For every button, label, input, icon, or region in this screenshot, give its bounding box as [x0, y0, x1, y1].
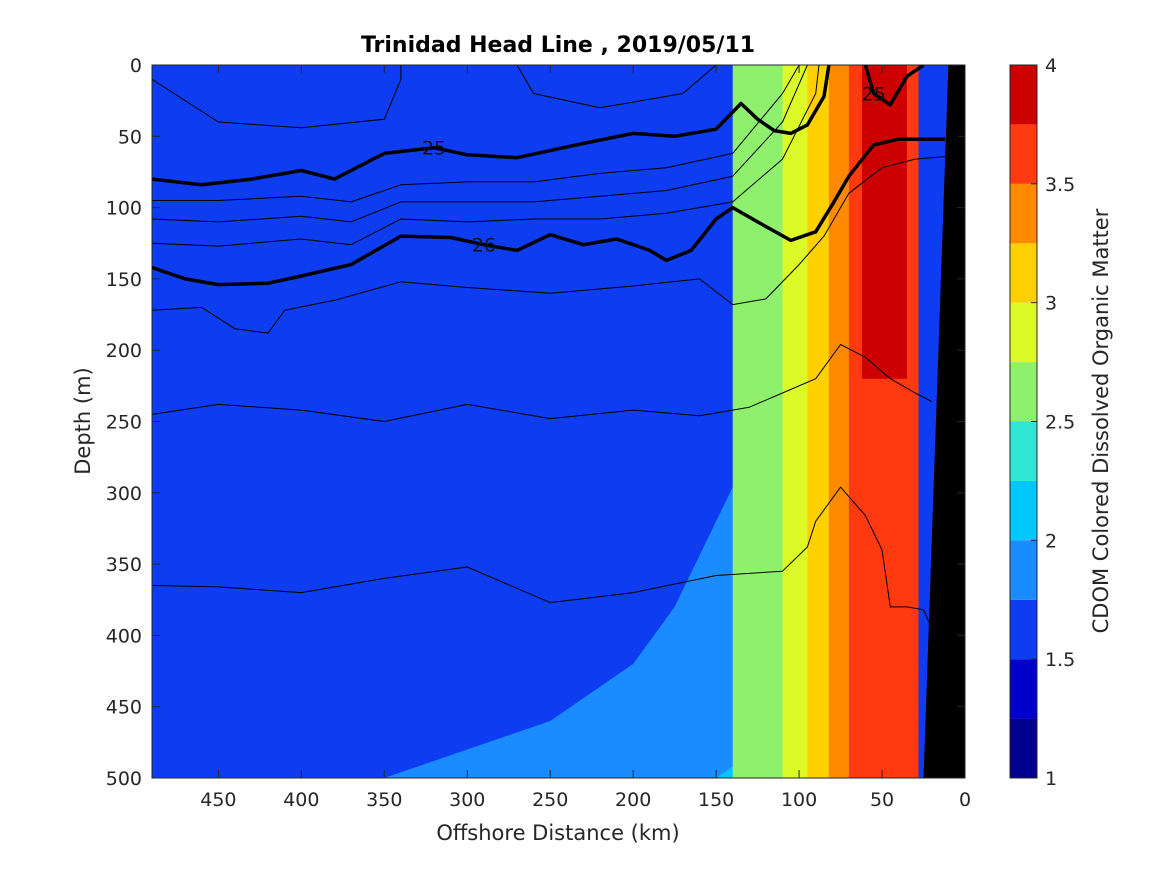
x-tick-label: 350	[366, 789, 402, 811]
y-tick-label: 0	[130, 55, 142, 77]
y-tick-label: 50	[118, 126, 142, 148]
isopycnal-thin-3	[152, 65, 402, 129]
colorbar-tick-label: 1	[1045, 768, 1057, 790]
colorbar-swatch	[1010, 65, 1037, 125]
colorbar-swatch	[1010, 421, 1037, 481]
colorbar-tick-label: 4	[1045, 55, 1057, 77]
colorbar-swatch	[1010, 124, 1037, 184]
cdom-nearshore-band-2	[807, 65, 833, 778]
x-tick-label: 450	[200, 789, 236, 811]
isopycnal-thin-6	[152, 65, 808, 223]
density-contours	[152, 65, 949, 629]
colorbar-swatch	[1010, 243, 1037, 303]
colorbar-tick-label: 2	[1045, 530, 1057, 552]
x-axis-ticks: 450 400 350 300 250 200 150 100 50 0	[200, 65, 971, 811]
isopycnal-bold-2	[152, 137, 946, 287]
bathymetry-mask	[923, 65, 965, 778]
isopycnal-thin-10	[152, 486, 933, 629]
colorbar-tick-label: 2.5	[1045, 412, 1075, 434]
cdom-core-band	[862, 65, 907, 379]
colorbar-label: CDOM Colored Dissolved Organic Matter	[1089, 208, 1113, 633]
colorbar-swatch	[1010, 362, 1037, 422]
colorbar: 1 1.5 2 2.5 3 3.5 4	[1009, 55, 1075, 790]
isopycnal-thin-7	[152, 65, 820, 247]
colorbar-swatch	[1010, 183, 1037, 244]
isopycnal-thin-9	[152, 344, 933, 422]
contour-labels: 25 25 26	[422, 84, 886, 257]
y-tick-label: 200	[106, 340, 142, 362]
x-tick-label: 300	[449, 789, 485, 811]
colorbar-swatch	[1010, 480, 1037, 541]
contour-label-2: 26	[472, 235, 496, 257]
cdom-nearshore-band-3	[828, 65, 853, 778]
x-tick-label: 400	[283, 789, 319, 811]
y-tick-label: 450	[106, 697, 142, 719]
x-tick-label: 200	[615, 789, 651, 811]
colorbar-tick-label: 3	[1045, 293, 1057, 315]
cdom-band-1	[152, 278, 824, 778]
isopycnal-thin-5	[152, 65, 800, 203]
isopycnal-bold-1	[863, 65, 925, 107]
y-tick-label: 350	[106, 554, 142, 576]
seafloor	[923, 65, 965, 778]
colorbar-swatch	[1010, 599, 1037, 660]
plot-area	[152, 65, 965, 778]
contour-label-1: 25	[862, 84, 886, 106]
isopycnal-bold-0	[152, 65, 831, 187]
isopycnal-thin-8	[152, 155, 949, 334]
y-axis-ticks: 0 50 100 150 200 250 300 350 400 450 500	[106, 55, 965, 790]
y-tick-label: 100	[106, 198, 142, 220]
y-tick-label: 300	[106, 483, 142, 505]
y-tick-label: 500	[106, 768, 142, 790]
x-axis-label: Offshore Distance (km)	[436, 821, 679, 845]
x-tick-label: 50	[870, 789, 894, 811]
x-tick-label: 100	[781, 789, 817, 811]
colorbar-swatch	[1010, 718, 1037, 778]
isopycnal-thin-4	[516, 65, 717, 109]
colorbar-swatch	[1010, 540, 1037, 600]
x-tick-label: 0	[959, 789, 971, 811]
chart-title: Trinidad Head Line , 2019/05/11	[361, 33, 755, 58]
cdom-field	[152, 65, 965, 778]
colorbar-tick-label: 3.5	[1045, 174, 1075, 196]
contour-label-0: 25	[422, 138, 446, 160]
y-tick-label: 400	[106, 625, 142, 647]
y-axis-label: Depth (m)	[71, 367, 95, 474]
y-tick-label: 250	[106, 412, 142, 434]
cdom-band-0	[152, 93, 824, 778]
colorbar-swatch	[1010, 302, 1037, 363]
x-tick-label: 150	[698, 789, 734, 811]
colorbar-swatch	[1010, 659, 1037, 719]
y-tick-label: 150	[106, 269, 142, 291]
colorbar-tick-label: 1.5	[1045, 649, 1075, 671]
x-tick-label: 250	[532, 789, 568, 811]
